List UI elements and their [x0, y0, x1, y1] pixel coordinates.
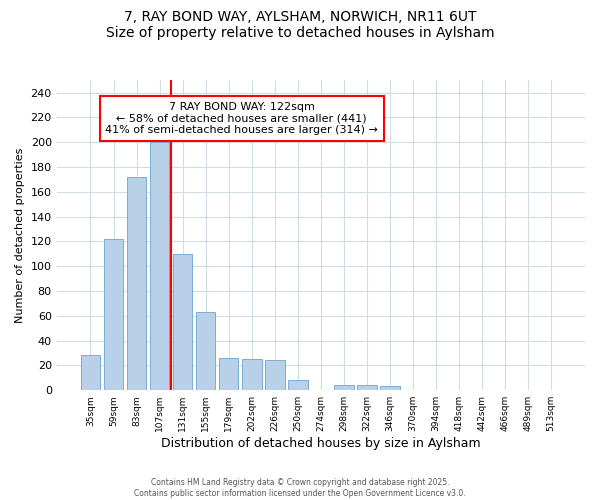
Bar — [265, 360, 284, 390]
Text: 7, RAY BOND WAY, AYLSHAM, NORWICH, NR11 6UT
Size of property relative to detache: 7, RAY BOND WAY, AYLSHAM, NORWICH, NR11 … — [106, 10, 494, 40]
Text: 7 RAY BOND WAY: 122sqm
← 58% of detached houses are smaller (441)
41% of semi-de: 7 RAY BOND WAY: 122sqm ← 58% of detached… — [105, 102, 378, 135]
Bar — [357, 385, 377, 390]
Bar — [288, 380, 308, 390]
Bar — [150, 142, 169, 390]
Bar — [380, 386, 400, 390]
Bar — [242, 359, 262, 390]
Y-axis label: Number of detached properties: Number of detached properties — [15, 148, 25, 323]
Text: Contains HM Land Registry data © Crown copyright and database right 2025.
Contai: Contains HM Land Registry data © Crown c… — [134, 478, 466, 498]
Bar — [196, 312, 215, 390]
Bar — [104, 239, 123, 390]
X-axis label: Distribution of detached houses by size in Aylsham: Distribution of detached houses by size … — [161, 437, 481, 450]
Bar — [173, 254, 193, 390]
Bar — [219, 358, 238, 390]
Bar — [80, 356, 100, 390]
Bar — [127, 177, 146, 390]
Bar — [334, 385, 353, 390]
